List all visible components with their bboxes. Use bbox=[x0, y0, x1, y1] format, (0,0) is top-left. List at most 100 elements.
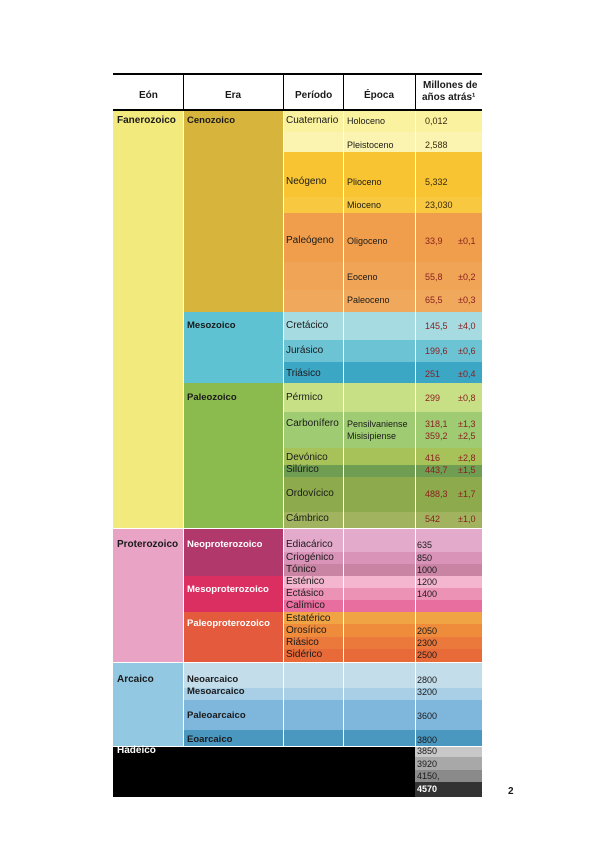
era-name: Mesoarcaico bbox=[187, 686, 245, 697]
row-band bbox=[415, 770, 482, 782]
age-value: 4150, bbox=[417, 771, 440, 781]
age-value: 23,030 bbox=[425, 200, 453, 210]
row-band bbox=[283, 612, 482, 624]
period-name: Criogénico bbox=[286, 552, 334, 563]
column-divider bbox=[283, 73, 284, 110]
row-band bbox=[283, 576, 482, 588]
era-cell bbox=[183, 528, 283, 576]
row-divider bbox=[113, 662, 482, 663]
age-value: 65,5 bbox=[425, 295, 443, 305]
eon-name: Hadeico bbox=[117, 745, 156, 756]
age-error: ±1,3 bbox=[458, 419, 476, 429]
period-name: Pérmico bbox=[286, 392, 323, 403]
age-value: 3920 bbox=[417, 759, 438, 769]
header-cell: Era bbox=[225, 90, 242, 101]
row-band bbox=[283, 132, 482, 152]
age-value: 1200 bbox=[417, 577, 438, 587]
column-divider bbox=[343, 73, 344, 110]
age-value: 1000 bbox=[417, 565, 438, 575]
age-value: 3600 bbox=[417, 711, 438, 721]
era-name: Neoarcaico bbox=[187, 674, 239, 685]
age-value: 3800 bbox=[417, 735, 438, 745]
age-value: 1400 bbox=[417, 589, 438, 599]
age-error: ±0,3 bbox=[458, 295, 476, 305]
age-value: 2500 bbox=[417, 650, 438, 660]
column-divider bbox=[283, 110, 284, 746]
age-error: ±1,5 bbox=[458, 465, 476, 475]
eon-cell bbox=[113, 662, 183, 746]
age-error: ±2,5 bbox=[458, 431, 476, 441]
row-band bbox=[415, 757, 482, 770]
row-band bbox=[283, 312, 482, 340]
epoch-name: Oligoceno bbox=[347, 236, 388, 246]
era-cell bbox=[183, 312, 283, 383]
age-value: 443,7 bbox=[425, 465, 448, 475]
row-band bbox=[283, 637, 482, 649]
age-value: 2,588 bbox=[425, 140, 448, 150]
period-name: Esténico bbox=[286, 576, 325, 587]
row-band bbox=[283, 362, 482, 383]
period-name: Cretácico bbox=[286, 320, 329, 331]
header-cell: Millones de bbox=[423, 80, 478, 91]
column-divider bbox=[343, 110, 344, 746]
age-value: 2300 bbox=[417, 638, 438, 648]
period-name: Ordovícico bbox=[286, 488, 334, 499]
period-name: Cuaternario bbox=[286, 115, 339, 126]
row-band bbox=[283, 552, 482, 564]
row-band bbox=[183, 700, 482, 730]
row-band bbox=[283, 197, 482, 213]
era-name: Paleoarcaico bbox=[187, 710, 246, 721]
period-name: Ediacárico bbox=[286, 539, 333, 550]
eon-cell bbox=[113, 746, 415, 797]
age-error: ±2,8 bbox=[458, 453, 476, 463]
row-band bbox=[283, 528, 482, 552]
row-band bbox=[283, 564, 482, 576]
eon-cell bbox=[113, 110, 183, 528]
header-cell: Eón bbox=[139, 90, 158, 101]
epoch-name: Eoceno bbox=[347, 272, 378, 282]
row-band bbox=[283, 448, 482, 465]
row-band bbox=[183, 688, 482, 700]
row-divider bbox=[113, 746, 482, 747]
era-name: Paleoproterozoico bbox=[187, 618, 270, 629]
age-error: ±0,8 bbox=[458, 393, 476, 403]
period-name: Cámbrico bbox=[286, 513, 329, 524]
row-band bbox=[283, 412, 482, 448]
period-name: Tónico bbox=[286, 564, 317, 575]
epoch-name: Pleistoceno bbox=[347, 140, 394, 150]
row-band bbox=[183, 730, 482, 746]
row-band bbox=[283, 110, 482, 132]
row-band bbox=[283, 465, 482, 477]
age-value: 359,2 bbox=[425, 431, 448, 441]
epoch-name: Misisipiense bbox=[347, 431, 397, 441]
era-cell bbox=[183, 383, 283, 528]
row-band bbox=[283, 213, 482, 262]
period-name: Triásico bbox=[286, 368, 321, 379]
age-value: 5,332 bbox=[425, 177, 448, 187]
era-name: Mesozoico bbox=[187, 320, 236, 331]
row-band bbox=[283, 383, 482, 412]
age-error: ±0,4 bbox=[458, 369, 476, 379]
age-value: 0,012 bbox=[425, 116, 448, 126]
epoch-name: Holoceno bbox=[347, 116, 386, 126]
period-name: Ectásico bbox=[286, 588, 324, 599]
header-cell: Época bbox=[364, 90, 395, 101]
period-name: Silúrico bbox=[286, 464, 319, 475]
age-value: 145,5 bbox=[425, 321, 448, 331]
period-name: Neógeno bbox=[286, 176, 327, 187]
period-name: Sidérico bbox=[286, 649, 323, 660]
row-band bbox=[415, 782, 482, 797]
age-error: ±4,0 bbox=[458, 321, 476, 331]
page-number: 2 bbox=[508, 786, 514, 797]
row-band bbox=[283, 340, 482, 362]
row-band bbox=[283, 512, 482, 528]
era-name: Eoarcaico bbox=[187, 734, 233, 745]
header-rule bbox=[113, 109, 482, 111]
column-divider bbox=[415, 110, 416, 746]
era-cell bbox=[183, 576, 283, 612]
age-error: ±0,2 bbox=[458, 272, 476, 282]
row-band bbox=[283, 649, 482, 662]
age-value: 850 bbox=[417, 553, 433, 563]
row-band bbox=[283, 477, 482, 512]
